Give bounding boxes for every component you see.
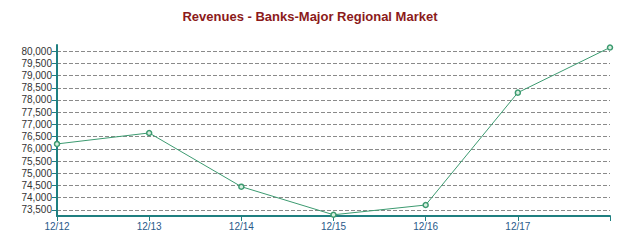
svg-text:79,000: 79,000 <box>21 70 52 81</box>
svg-text:77,500: 77,500 <box>21 107 52 118</box>
svg-text:Revenues - Banks-Major Regiona: Revenues - Banks-Major Regional Market <box>182 9 438 24</box>
svg-text:77,000: 77,000 <box>21 119 52 130</box>
svg-text:75,500: 75,500 <box>21 156 52 167</box>
svg-text:76,000: 76,000 <box>21 143 52 154</box>
svg-text:74,500: 74,500 <box>21 180 52 191</box>
svg-text:12/13: 12/13 <box>137 221 162 232</box>
svg-text:12/12: 12/12 <box>44 221 69 232</box>
svg-text:78,000: 78,000 <box>21 94 52 105</box>
svg-text:12/14: 12/14 <box>229 221 254 232</box>
svg-text:12/16: 12/16 <box>413 221 438 232</box>
svg-text:78,500: 78,500 <box>21 82 52 93</box>
svg-text:74,000: 74,000 <box>21 192 52 203</box>
svg-text:12/17: 12/17 <box>505 221 530 232</box>
svg-text:79,500: 79,500 <box>21 58 52 69</box>
svg-text:76,500: 76,500 <box>21 131 52 142</box>
svg-text:12/15: 12/15 <box>321 221 346 232</box>
svg-text:75,000: 75,000 <box>21 168 52 179</box>
svg-text:80,000: 80,000 <box>21 46 52 57</box>
svg-text:73,500: 73,500 <box>21 204 52 215</box>
